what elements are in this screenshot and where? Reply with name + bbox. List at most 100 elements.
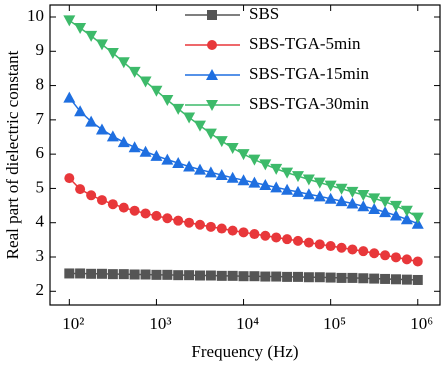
data-point [96,195,107,206]
data-point [63,91,76,103]
data-point [204,166,217,178]
data-point [64,268,75,279]
data-point [140,269,151,280]
legend-label: SBS-TGA-15min [249,64,369,83]
data-point [139,76,152,88]
data-point [260,271,271,282]
legend-label: SBS [249,4,279,23]
data-point [204,128,217,140]
data-point [302,188,315,200]
data-point [151,210,162,221]
data-point [86,268,97,279]
plot-frame [49,4,441,306]
data-point [227,225,238,236]
data-point [303,237,314,248]
data-point [248,154,261,166]
data-point [260,230,271,241]
data-point [64,173,75,184]
data-point [248,176,261,188]
x-tick-label: 10⁴ [236,314,259,333]
data-point [401,274,412,285]
legend-marker [207,10,217,20]
data-point [249,271,260,282]
data-point [162,213,173,224]
legend-marker [207,40,217,50]
data-point [313,177,326,189]
data-point [282,271,293,282]
data-point [380,250,391,261]
data-point [139,145,152,157]
data-point [325,241,336,252]
data-point [226,142,239,154]
data-point [96,268,107,279]
data-point [74,22,87,34]
y-tick-label: 2 [36,280,45,299]
data-point [379,206,392,218]
data-point [412,256,423,267]
data-point [238,271,249,282]
x-tick-label: 10³ [149,314,171,333]
x-tick-label: 10⁶ [410,314,433,333]
data-point [389,209,402,221]
data-point [389,200,402,212]
x-tick-label: 10⁵ [323,314,346,333]
legend-marker [206,69,218,80]
data-point [216,223,227,234]
y-tick-label: 6 [36,143,45,162]
data-point [324,180,337,192]
data-point [226,171,239,183]
data-point [368,193,381,205]
data-point [95,123,108,135]
data-point [291,171,304,183]
legend-marker [206,100,218,111]
data-point [129,269,140,280]
data-point [205,270,216,281]
data-point [281,167,294,179]
y-tick-label: 4 [36,212,45,231]
data-point [194,219,205,230]
data-point [369,248,380,259]
data-point [380,273,391,284]
data-point [336,242,347,253]
data-point [324,192,337,204]
data-point [215,169,228,181]
data-point [151,269,162,280]
data-point [346,186,359,198]
data-point [118,202,129,213]
data-point [193,120,206,132]
data-point [325,272,336,283]
data-point [303,272,314,283]
data-point [237,149,250,161]
y-tick-label: 8 [36,74,45,93]
data-point [216,270,227,281]
y-tick-label: 10 [27,6,44,25]
data-point [358,273,369,284]
data-point [193,163,206,175]
data-point [161,153,174,165]
data-point [271,232,282,243]
data-point [411,212,424,224]
data-point [106,48,119,59]
data-point [302,174,315,186]
data-point [150,85,163,97]
data-point [173,270,184,281]
data-point [282,234,293,245]
data-point [183,112,196,124]
data-point [63,15,76,27]
data-point [150,149,163,161]
data-point [400,213,413,225]
data-point [291,185,304,197]
data-point [314,239,325,250]
data-point [75,268,86,279]
data-point [346,197,359,209]
data-point [215,136,228,148]
data-point [194,270,205,281]
data-point [107,269,118,280]
data-point [238,227,249,238]
data-point [259,159,272,171]
data-point [128,66,141,78]
data-point [379,196,392,208]
data-point [335,183,348,195]
data-point [237,174,250,186]
